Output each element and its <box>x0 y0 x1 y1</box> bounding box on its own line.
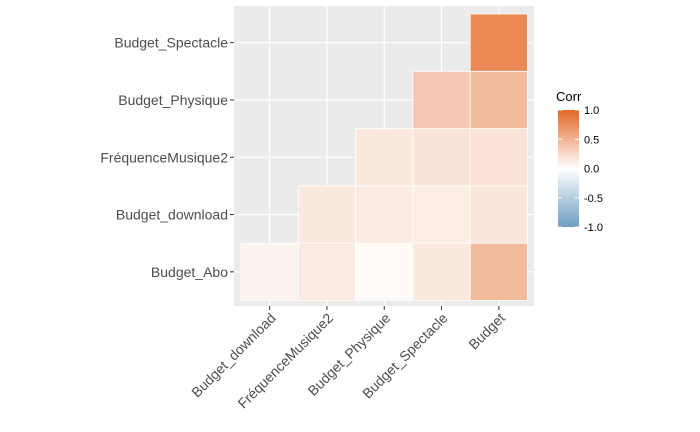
heatmap-cell <box>469 185 528 244</box>
heatmap-cell <box>240 242 299 301</box>
heatmap-cell <box>469 128 528 187</box>
heatmap-cell <box>355 185 414 244</box>
x-tick-label: FréquenceMusique2 <box>235 310 337 412</box>
legend-tick-label: 0.5 <box>584 134 599 146</box>
heatmap-cell <box>412 128 471 187</box>
y-tick-label: Budget_Physique <box>118 92 228 108</box>
legend-tick-label: -1.0 <box>584 222 603 234</box>
heatmap-cell <box>355 128 414 187</box>
legend-colorbar <box>558 110 579 227</box>
legend-tick-label: -0.5 <box>584 193 603 205</box>
heatmap-cells <box>240 13 528 301</box>
heatmap-cell <box>355 242 414 301</box>
y-tick-label: FréquenceMusique2 <box>100 149 228 165</box>
heatmap-cell <box>297 242 356 301</box>
y-tick-label: Budget_Spectacle <box>114 35 228 51</box>
legend-tick-label: 0.0 <box>584 164 599 176</box>
legend-title: Corr <box>556 89 582 104</box>
heatmap-cell <box>412 242 471 301</box>
heatmap-cell <box>469 13 528 72</box>
legend-tick-label: 1.0 <box>584 105 599 117</box>
legend: Corr 1.0 0.5 0.0 -0.5 -1.0 <box>556 89 603 234</box>
y-axis: Budget_Abo Budget_download FréquenceMusiqu… <box>100 35 234 280</box>
x-axis: Budget_downloadFréquenceMusique2Budget_P… <box>188 306 508 411</box>
y-tick-label: Budget_Abo <box>151 264 228 280</box>
y-tick-label: Budget_download <box>116 207 228 223</box>
heatmap-cell <box>412 185 471 244</box>
heatmap-cell <box>469 242 528 301</box>
heatmap-cell <box>469 70 528 130</box>
heatmap-cell <box>297 185 356 244</box>
x-tick-label: Budget <box>465 310 508 353</box>
heatmap-cell <box>412 70 471 130</box>
